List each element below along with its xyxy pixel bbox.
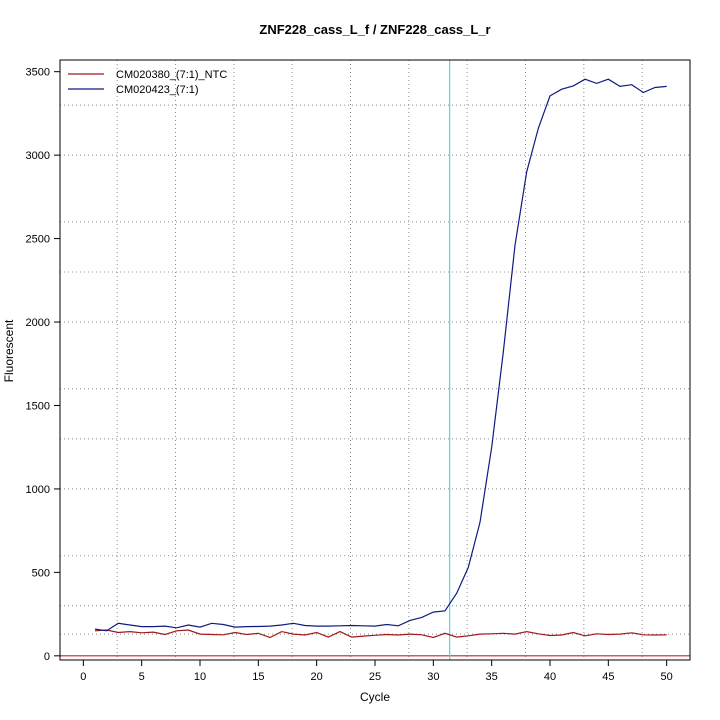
y-tick-label: 500 [32, 567, 50, 579]
y-axis-label: Fluorescent [2, 319, 16, 382]
legend: CM020380_(7:1)_NTC CM020423_(7:1) [68, 69, 227, 96]
series-layer [94, 78, 667, 639]
x-axis-label: Cycle [360, 690, 390, 704]
legend-label-2: CM020423_(7:1) [116, 84, 199, 96]
x-tick-label: 5 [139, 671, 145, 683]
y-tick-label: 2000 [26, 317, 50, 329]
x-tick-label: 30 [427, 671, 439, 683]
x-tick-label: 35 [486, 671, 498, 683]
legend-label-1: CM020380_(7:1)_NTC [116, 69, 227, 81]
x-tick-label: 15 [252, 671, 264, 683]
y-tick-label: 3500 [26, 67, 50, 79]
y-tick-label: 1000 [26, 484, 50, 496]
x-tick-label: 50 [661, 671, 673, 683]
y-tick-label: 0 [44, 651, 50, 663]
x-tick-label: 10 [194, 671, 206, 683]
x-tick-label: 0 [80, 671, 86, 683]
y-axis: 0 500 1000 1500 2000 2500 3000 3500 [26, 67, 61, 663]
x-tick-label: 40 [544, 671, 556, 683]
x-tick-label: 25 [369, 671, 381, 683]
chart-title: ZNF228_cass_L_f / ZNF228_cass_L_r [259, 22, 490, 37]
x-axis: 0 5 10 15 20 25 30 35 40 45 50 [80, 659, 673, 683]
series-line-1 [94, 629, 667, 639]
x-tick-label: 20 [311, 671, 323, 683]
y-tick-label: 3000 [26, 150, 50, 162]
y-tick-label: 2500 [26, 234, 50, 246]
series-line-2 [94, 78, 667, 632]
x-tick-label: 45 [602, 671, 614, 683]
y-tick-label: 1500 [26, 400, 50, 412]
